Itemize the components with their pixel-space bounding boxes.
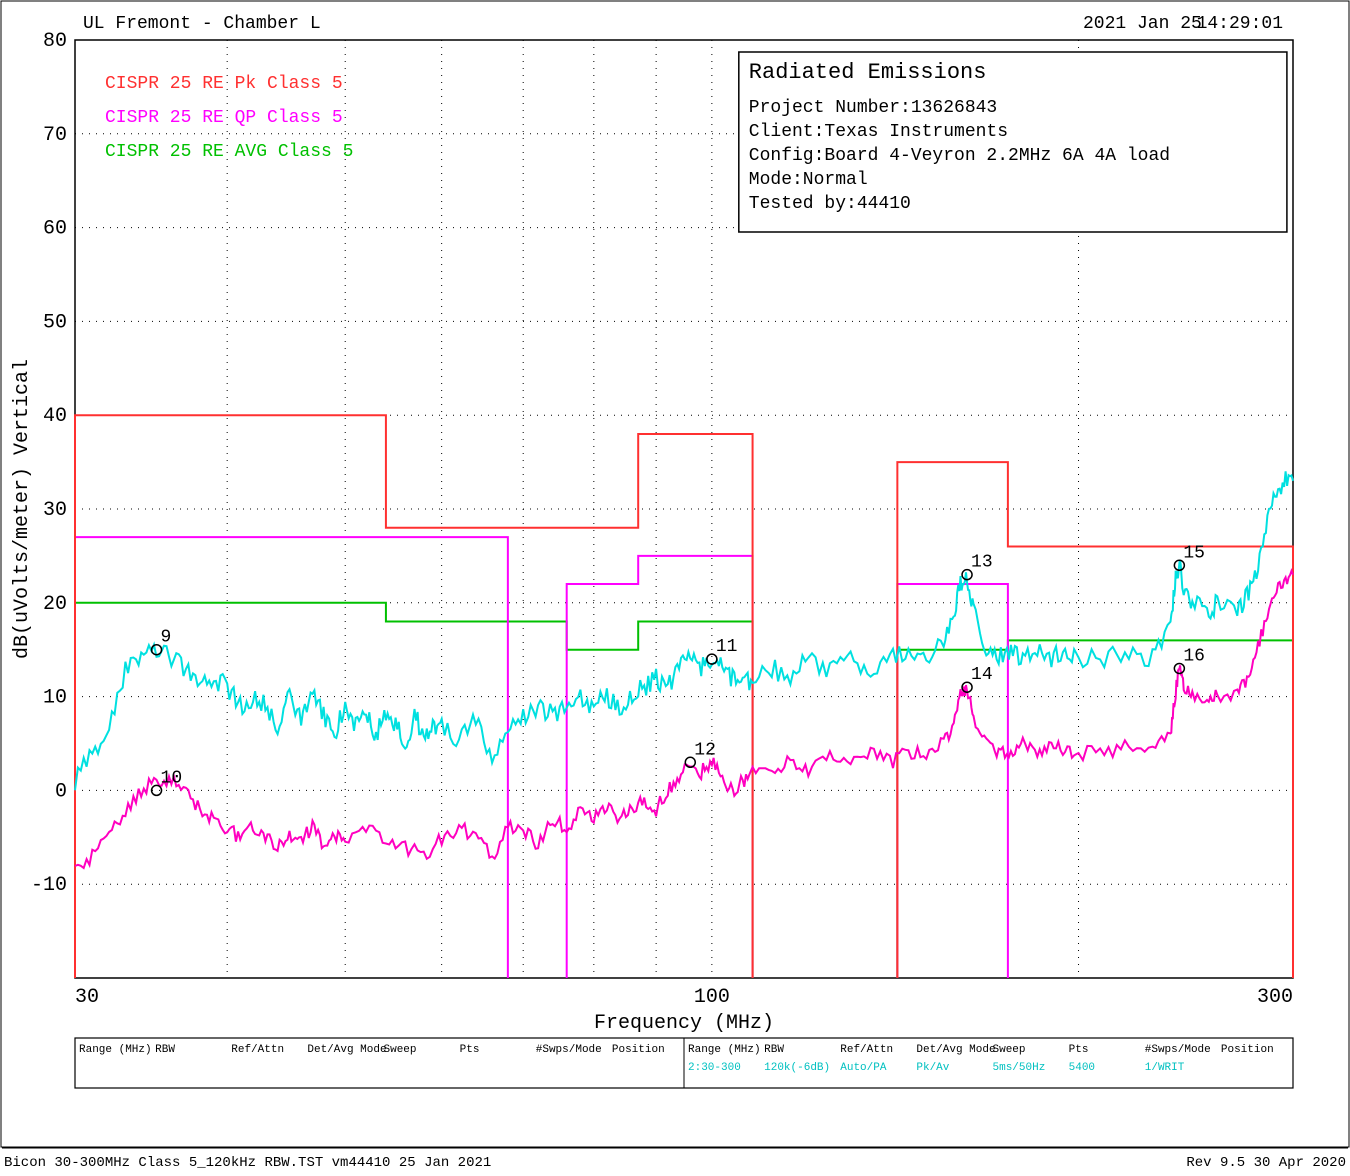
ytick-label: 30: [43, 499, 67, 522]
param-header: Range (MHz): [688, 1044, 761, 1056]
param-header: #Swps/Mode: [536, 1044, 602, 1056]
marker-label: 10: [161, 768, 183, 788]
param-value: Pk/Av: [916, 1062, 949, 1074]
xlabel: Frequency (MHz): [594, 1012, 774, 1035]
date-label: 2021 Jan 25: [1083, 14, 1202, 34]
marker-label: 14: [971, 665, 993, 685]
ytick-label: 60: [43, 218, 67, 241]
xtick-label: 100: [694, 986, 730, 1009]
param-header: RBW: [155, 1044, 175, 1056]
ytick-label: -10: [31, 874, 67, 897]
emissions-plot: -10 0 10 20 30 40 50 60 70 80 30 100 300 Frequency (M…: [0, 0, 1350, 1176]
xtick-label: 300: [1257, 986, 1293, 1009]
param-value: 5ms/50Hz: [993, 1062, 1046, 1074]
param-header: #Swps/Mode: [1145, 1044, 1211, 1056]
param-header: Position: [1221, 1044, 1274, 1056]
ytick-label: 40: [43, 405, 67, 428]
time-label: 14:29:01: [1197, 14, 1283, 34]
info-row: Tested by:44410: [749, 194, 911, 214]
param-header: Det/Avg Mode: [916, 1044, 995, 1056]
param-header: Pts: [1069, 1044, 1089, 1056]
ytick-label: 20: [43, 593, 67, 616]
ytick-label: 70: [43, 124, 67, 147]
info-row: Project Number:13626843: [749, 98, 997, 118]
param-header: Range (MHz): [79, 1044, 152, 1056]
marker-label: 12: [694, 740, 716, 760]
ylabel: dB(uVolts/meter) Vertical: [11, 359, 34, 659]
marker-label: 11: [716, 637, 738, 657]
marker-label: 16: [1183, 646, 1205, 666]
ytick-label: 0: [55, 780, 67, 803]
param-value: 120k(-6dB): [764, 1062, 830, 1074]
footer-left: Bicon 30-300MHz Class 5_120kHz RBW.TST v…: [4, 1155, 491, 1171]
info-title: Radiated Emissions: [749, 60, 987, 85]
param-header: Position: [612, 1044, 665, 1056]
param-header: Ref/Attn: [231, 1044, 284, 1056]
trace-peak: [75, 471, 1293, 790]
info-row: Client:Texas Instruments: [749, 122, 1008, 142]
param-header: RBW: [764, 1044, 784, 1056]
marker-label: 9: [161, 628, 172, 648]
legend-label: CISPR 25 RE AVG Class 5: [105, 142, 353, 162]
info-row: Config:Board 4-Veyron 2.2MHz 6A 4A load: [749, 146, 1170, 166]
param-value: 5400: [1069, 1062, 1095, 1074]
param-value: Auto/PA: [840, 1062, 887, 1074]
param-header: Sweep: [384, 1044, 417, 1056]
param-header: Sweep: [993, 1044, 1026, 1056]
legend-label: CISPR 25 RE Pk Class 5: [105, 74, 343, 94]
site-label: UL Fremont - Chamber L: [83, 14, 321, 34]
ytick-label: 80: [43, 30, 67, 53]
param-header: Det/Avg Mode: [307, 1044, 386, 1056]
param-value: 1/WRIT: [1145, 1062, 1185, 1074]
param-header: Ref/Attn: [840, 1044, 893, 1056]
footer-right: Rev 9.5 30 Apr 2020: [1186, 1155, 1346, 1171]
marker-label: 15: [1183, 543, 1205, 563]
info-row: Mode:Normal: [749, 170, 868, 190]
param-value: 2:30-300: [688, 1062, 741, 1074]
trace-avg: [75, 571, 1293, 868]
xtick-label: 30: [75, 986, 99, 1009]
ytick-label: 50: [43, 311, 67, 334]
marker-label: 13: [971, 553, 993, 573]
param-header: Pts: [460, 1044, 480, 1056]
ytick-label: 10: [43, 687, 67, 710]
legend-label: CISPR 25 RE QP Class 5: [105, 108, 343, 128]
